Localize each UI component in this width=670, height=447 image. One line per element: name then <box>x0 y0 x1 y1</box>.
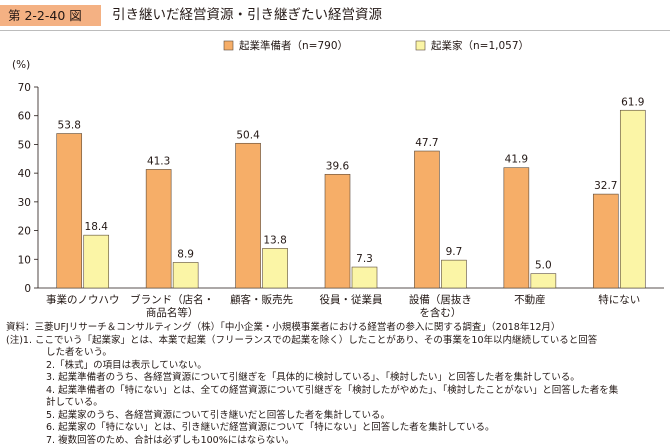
figure-title: 引き継いだ経営資源・引き継ぎたい経営資源 <box>112 6 382 25</box>
note-line: 資料：三菱UFJリサーチ＆コンサルティング（株）「中小企業・小規模事業者における… <box>6 322 666 335</box>
data-label: 13.8 <box>263 234 286 246</box>
y-tick-label: 20 <box>18 226 31 238</box>
y-tick-label: 10 <box>18 254 31 266</box>
bar <box>441 260 466 288</box>
data-label: 53.8 <box>58 120 81 132</box>
x-tick-label: 不動産 <box>514 293 546 306</box>
data-label: 9.7 <box>446 246 463 258</box>
data-label: 61.9 <box>621 96 644 108</box>
bar <box>146 169 171 288</box>
figure-number-tag: 第 2-2-40 図 <box>0 5 101 26</box>
x-tick-label: ブランド（店名・ <box>130 293 214 306</box>
y-tick-label: 40 <box>18 168 31 180</box>
data-label: 5.0 <box>535 260 552 272</box>
y-tick-label: 30 <box>18 197 31 209</box>
x-tick-label: 事業のノウハウ <box>46 293 120 306</box>
note-line: 計している。 <box>6 397 666 410</box>
y-tick-label: 0 <box>24 283 31 295</box>
bar <box>504 168 529 288</box>
bar <box>325 174 350 288</box>
data-label: 18.4 <box>85 221 109 233</box>
note-line: した者をいう。 <box>6 347 666 360</box>
x-tick-label: 役員・従業員 <box>320 293 383 306</box>
x-tick-label: 特にない <box>598 294 640 306</box>
bar <box>173 262 198 288</box>
y-tick-label: 60 <box>18 111 31 123</box>
legend-swatch <box>416 41 425 50</box>
x-tick-label: 商品名等） <box>146 306 199 319</box>
note-line: 6. 起業家の「特にない」とは、引き継いだ経営資源について「特にない」と回答した… <box>6 422 666 435</box>
y-tick-label: 70 <box>18 82 31 94</box>
y-tick-label: 50 <box>18 139 31 151</box>
data-label: 8.9 <box>177 248 194 260</box>
x-tick-label: を含む） <box>419 306 461 319</box>
bar-chart: 起業準備者（n=790） 起業家（n=1,057） (%) 0 10 20 30 40 50 60… <box>0 34 670 320</box>
data-label: 41.9 <box>505 154 528 166</box>
legend-label: 起業家（n=1,057） <box>431 39 529 52</box>
note-line: 7. 複数回答のため、合計は必ずしも100%にはならない。 <box>6 435 666 447</box>
x-tick-label: 設備（居抜き <box>409 293 472 306</box>
x-tick-label: 顧客・販売先 <box>230 293 293 306</box>
legend-swatch <box>224 41 233 50</box>
bar <box>531 274 556 288</box>
note-line: (注)1. ここでいう「起業家」とは、本業で起業（フリーランスでの起業を除く）し… <box>6 335 666 348</box>
bar <box>236 143 261 288</box>
bar <box>84 235 109 288</box>
data-label: 47.7 <box>415 137 438 149</box>
note-line: 2.「株式」の項目は表示していない。 <box>6 360 666 373</box>
bar <box>263 248 288 288</box>
data-label: 41.3 <box>147 155 170 167</box>
bar <box>352 267 377 288</box>
note-line: 3. 起業準備者のうち、各経営資源について引継ぎを「具体的に検討している」、「検… <box>6 372 666 385</box>
data-label: 32.7 <box>594 180 617 192</box>
data-label: 7.3 <box>356 253 373 265</box>
notes-block: 資料：三菱UFJリサーチ＆コンサルティング（株）「中小企業・小規模事業者における… <box>6 322 666 447</box>
figure-header: 第 2-2-40 図 引き継いだ経営資源・引き継ぎたい経営資源 <box>0 0 670 34</box>
note-line: 5. 起業家のうち、各経営資源について引き継いだと回答した者を集計している。 <box>6 410 666 423</box>
bar <box>593 194 618 288</box>
bar <box>414 151 439 288</box>
note-line: 4. 起業準備者の「特にない」とは、全ての経営資源について引継ぎを「検討したがや… <box>6 385 666 398</box>
bar <box>57 134 82 288</box>
y-unit-label: (%) <box>12 59 30 71</box>
data-label: 39.6 <box>326 160 350 172</box>
data-label: 50.4 <box>236 129 260 141</box>
header-rule <box>0 30 670 31</box>
legend-label: 起業準備者（n=790） <box>239 39 348 52</box>
bar <box>620 110 645 288</box>
